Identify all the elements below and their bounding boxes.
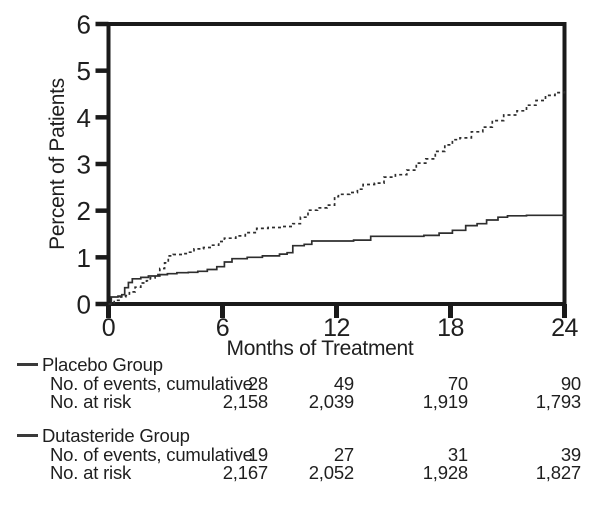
placebo-events-m18: 70	[447, 373, 468, 394]
dutasteride-events-m12: 27	[333, 444, 354, 465]
y-axis-title: Percent of Patients	[46, 78, 69, 250]
placebo-risk-m18: 1,919	[422, 391, 468, 412]
placebo-risk-row-label: No. at risk	[50, 391, 132, 412]
dutasteride-events-m6: 19	[247, 444, 268, 465]
dutasteride-events-m18: 31	[447, 444, 468, 465]
dutasteride-events-m24: 39	[560, 444, 581, 465]
x-tick-label: 0	[102, 314, 115, 342]
y-tick-label: 3	[77, 150, 91, 180]
y-tick-label: 1	[77, 243, 91, 273]
dutasteride-risk-row-label: No. at risk	[50, 462, 132, 483]
placebo-group-label: Placebo Group	[42, 354, 163, 375]
x-tick-label: 18	[437, 314, 464, 342]
dutasteride-group-label: Dutasteride Group	[42, 425, 190, 446]
y-tick-label: 2	[77, 196, 91, 226]
placebo-events-row-label: No. of events, cumulative	[50, 373, 253, 394]
x-tick-label: 6	[216, 314, 229, 342]
dutasteride-line-marker-icon	[17, 434, 38, 437]
x-axis-title: Months of Treatment	[227, 337, 414, 360]
dutasteride-risk-m6: 2,167	[222, 462, 268, 483]
x-tick-label: 24	[551, 314, 578, 342]
placebo-risk-m12: 2,039	[308, 391, 354, 412]
y-tick-label: 5	[77, 56, 91, 86]
y-tick-label: 0	[77, 290, 91, 320]
plot-border	[106, 22, 567, 306]
dutasteride-events-row-label: No. of events, cumulative	[50, 444, 253, 465]
dutasteride-risk-m12: 2,052	[308, 462, 354, 483]
dutasteride-risk-m18: 1,928	[422, 462, 468, 483]
placebo-line-marker-icon	[17, 363, 38, 366]
placebo-events-m24: 90	[560, 373, 581, 394]
dutasteride-risk-m24: 1,827	[535, 462, 581, 483]
x-tick-label: 12	[323, 314, 350, 342]
y-tick-label: 6	[77, 10, 91, 40]
placebo-curve	[108, 89, 566, 305]
placebo-risk-m24: 1,793	[535, 391, 581, 412]
placebo-events-m6: 28	[247, 373, 268, 394]
y-tick-label: 4	[77, 103, 91, 133]
placebo-risk-m6: 2,158	[222, 391, 268, 412]
placebo-events-m12: 49	[333, 373, 354, 394]
dutasteride-curve	[108, 214, 565, 305]
